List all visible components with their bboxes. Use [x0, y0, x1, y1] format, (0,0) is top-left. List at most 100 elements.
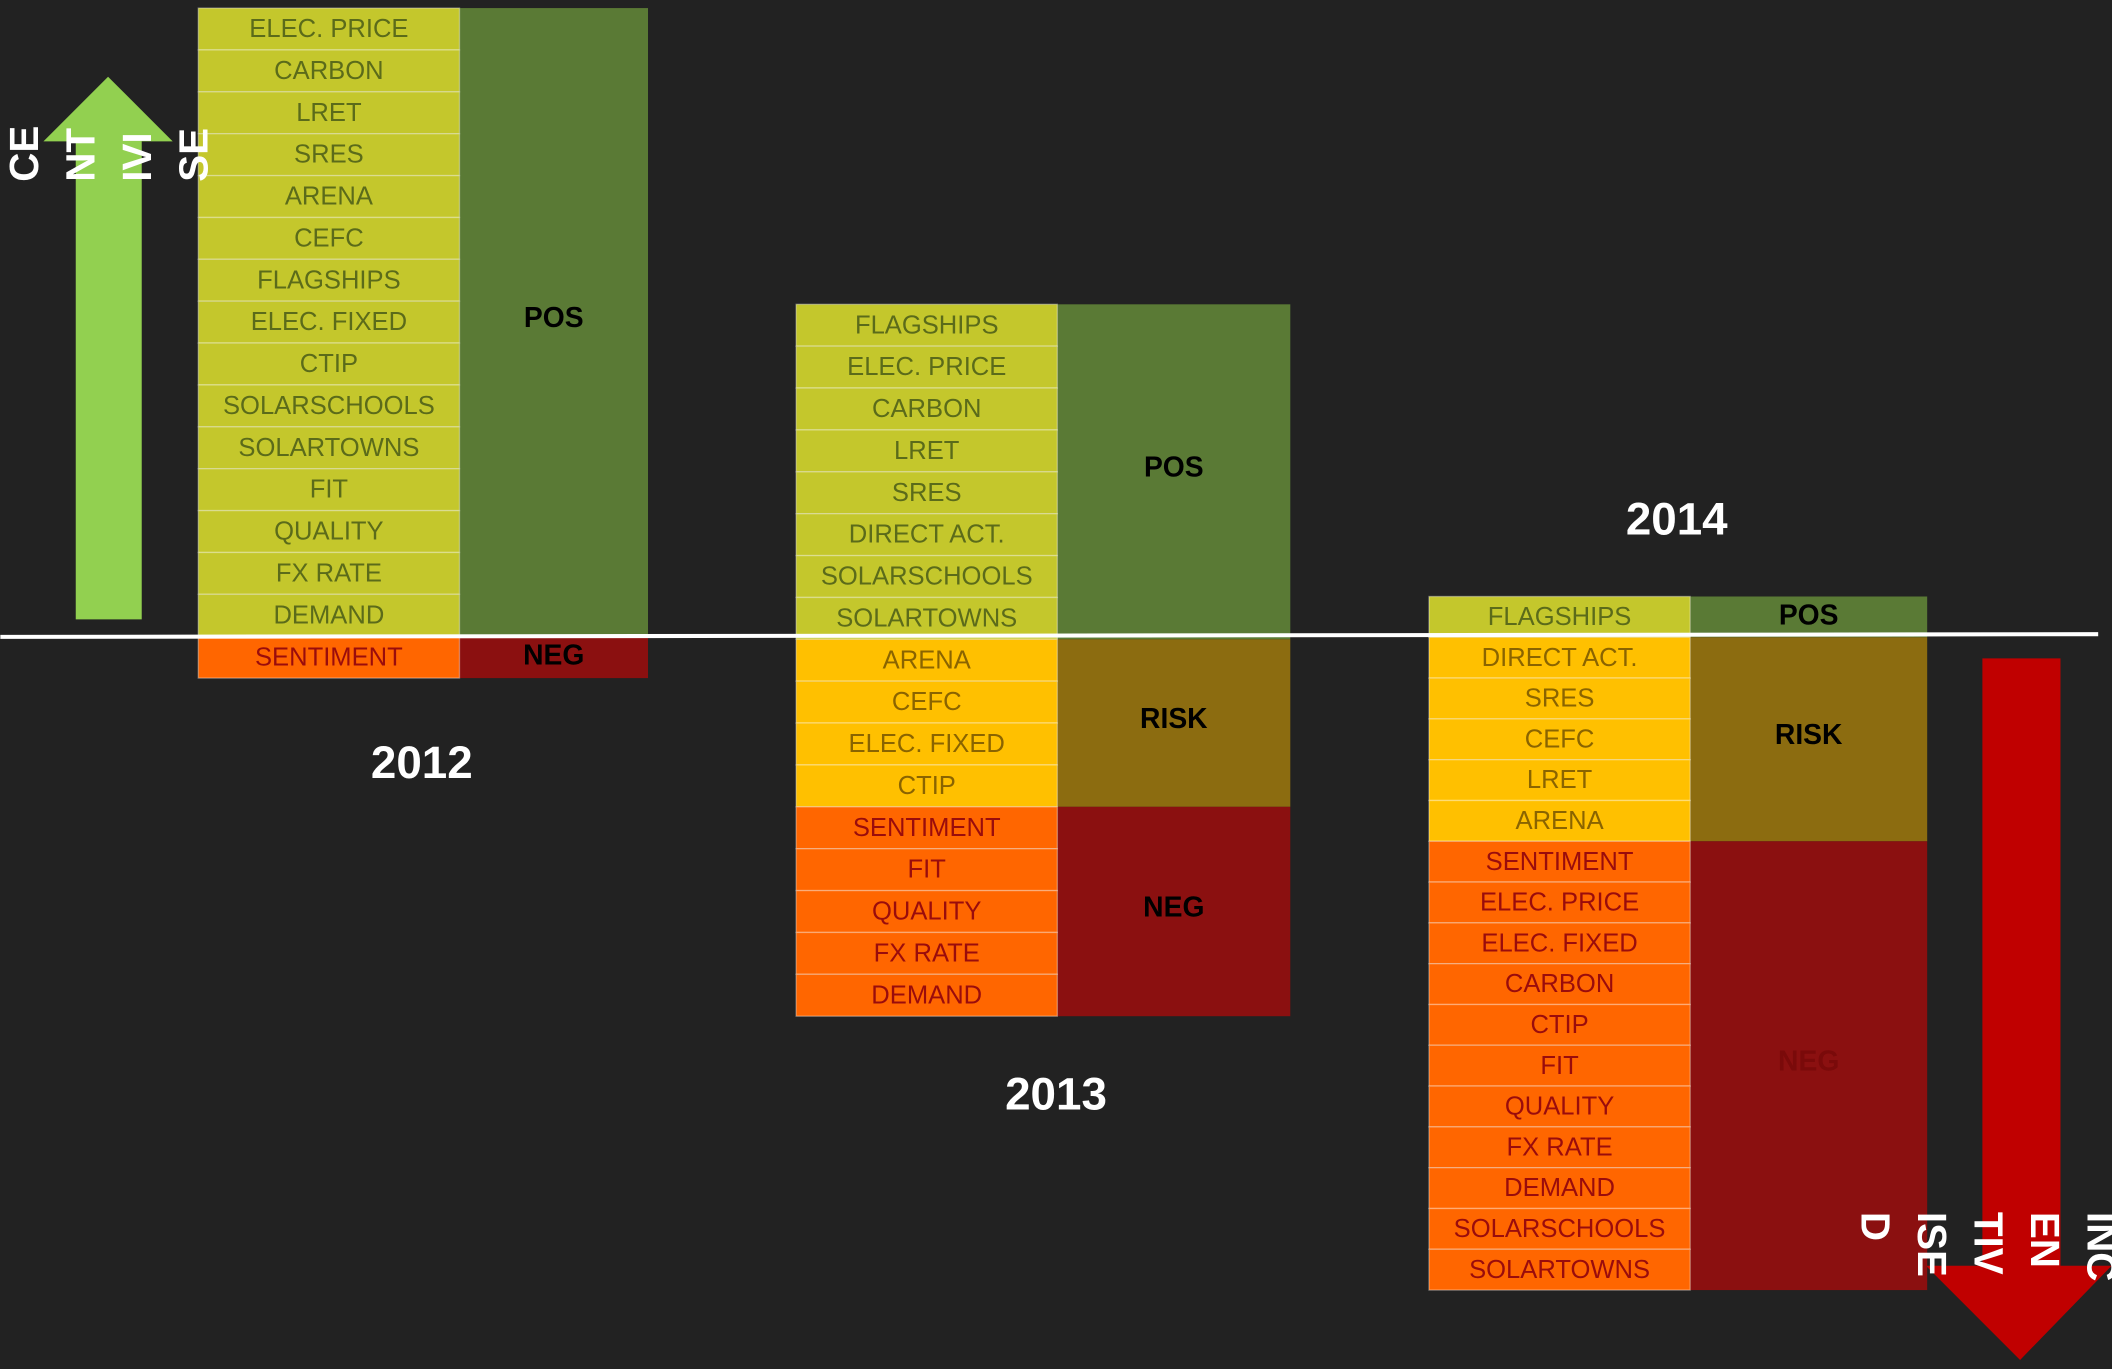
item-cell: [795, 387, 1059, 431]
item-label: FLAGSHIPS: [855, 311, 999, 339]
item-cell: [197, 468, 461, 512]
group-label: NEG: [1778, 1044, 1839, 1076]
arrow-text: INC: [2079, 1212, 2112, 1282]
item-cell: [197, 7, 461, 51]
year-label: 2012: [371, 737, 473, 788]
item-label: SRES: [294, 141, 364, 169]
year-label: 2013: [1005, 1068, 1107, 1119]
item-cell: [1428, 1044, 1691, 1087]
item-cell: [795, 429, 1059, 473]
item-label: ELEC. FIXED: [1481, 929, 1637, 957]
item-cell: [795, 554, 1059, 599]
item-label: SOLARSCHOOLS: [1454, 1215, 1666, 1243]
item-cell: [1428, 1248, 1691, 1291]
item-cell: [1428, 1003, 1691, 1046]
item-cell: [1428, 1126, 1691, 1169]
item-label: SRES: [892, 479, 962, 507]
item-cell: [197, 551, 461, 596]
item-label: DEMAND: [273, 601, 384, 629]
item-cell: [197, 258, 461, 302]
item-cell: [1428, 636, 1691, 679]
group-label: NEG: [1143, 890, 1204, 922]
item-label: SOLARTOWNS: [1469, 1256, 1650, 1284]
item-label: FX RATE: [1507, 1133, 1613, 1161]
item-label: SENTIMENT: [255, 643, 403, 671]
group-label: RISK: [1140, 702, 1208, 734]
group-cell: [1690, 841, 1928, 1291]
item-label: DEMAND: [871, 981, 982, 1009]
item-cell: [1428, 881, 1691, 924]
item-cell: [1428, 1167, 1691, 1210]
item-cell: [795, 513, 1059, 557]
group-label: RISK: [1775, 718, 1843, 750]
item-label: CARBON: [1505, 970, 1614, 998]
arrow-text: IVI: [114, 132, 160, 181]
item-cell: [1428, 1085, 1691, 1128]
item-cell: [1428, 799, 1691, 842]
item-cell: [197, 593, 461, 637]
group-cell: [459, 636, 649, 679]
item-label: QUALITY: [1505, 1093, 1614, 1121]
item-cell: [1428, 840, 1691, 883]
arrow-text: D: [1852, 1212, 1898, 1241]
item-cell: [795, 722, 1059, 766]
arrow-text: EN: [2022, 1212, 2068, 1268]
arrow-text: NT: [58, 128, 104, 182]
arrow-text: SE: [171, 128, 217, 182]
item-label: DIRECT ACT.: [1482, 644, 1638, 672]
item-label: FX RATE: [874, 939, 980, 967]
item-label: CTIP: [300, 350, 358, 378]
item-label: CARBON: [274, 57, 383, 85]
item-label: QUALITY: [872, 898, 981, 926]
item-label: ELEC. PRICE: [847, 353, 1006, 381]
item-label: SOLARSCHOOLS: [223, 392, 435, 420]
item-cell: [1428, 595, 1691, 638]
item-label: ARENA: [285, 183, 374, 211]
item-label: ELEC. FIXED: [849, 730, 1005, 758]
item-cell: [197, 384, 461, 428]
item-cell: [197, 509, 461, 554]
arrow-text: ISE: [1909, 1212, 1955, 1277]
arrow-text: CE: [1, 126, 47, 182]
group-cell: [459, 8, 649, 637]
item-cell: [197, 133, 461, 177]
item-label: FX RATE: [276, 560, 382, 588]
item-label: DEMAND: [1504, 1174, 1615, 1202]
group-cell: [1057, 639, 1291, 807]
item-cell: [1428, 677, 1691, 720]
item-label: ARENA: [1516, 807, 1605, 835]
item-label: LRET: [1527, 766, 1593, 794]
item-label: FLAGSHIPS: [257, 266, 401, 294]
item-cell: [1428, 922, 1691, 965]
item-cell: [1428, 718, 1691, 761]
arrow-text: TIV: [1965, 1212, 2011, 1275]
down-arrow: [1925, 658, 2112, 1360]
baseline: [0, 632, 2099, 639]
item-cell: [795, 638, 1059, 682]
item-label: CTIP: [898, 772, 956, 800]
item-label: LRET: [894, 437, 960, 465]
item-label: ELEC. PRICE: [249, 15, 408, 43]
item-label: SOLARSCHOOLS: [821, 563, 1033, 591]
item-label: FIT: [1540, 1052, 1579, 1080]
item-label: ELEC. PRICE: [1480, 889, 1639, 917]
item-label: CARBON: [872, 395, 981, 423]
item-label: CTIP: [1530, 1011, 1588, 1039]
item-cell: [795, 345, 1059, 389]
item-cell: [795, 596, 1059, 640]
item-cell: [795, 680, 1059, 724]
item-cell: [1428, 963, 1691, 1006]
item-label: SOLARTOWNS: [238, 434, 419, 462]
item-label: QUALITY: [274, 518, 383, 546]
item-label: CEFC: [1525, 725, 1595, 753]
item-cell: [197, 216, 461, 261]
item-cell: [197, 342, 461, 386]
item-label: ELEC. FIXED: [251, 308, 407, 336]
item-label: CEFC: [294, 224, 364, 252]
item-cell: [197, 300, 461, 344]
item-label: FLAGSHIPS: [1488, 603, 1632, 631]
item-label: SRES: [1525, 685, 1595, 713]
group-cell: [1057, 806, 1291, 1017]
item-cell: [795, 806, 1059, 850]
